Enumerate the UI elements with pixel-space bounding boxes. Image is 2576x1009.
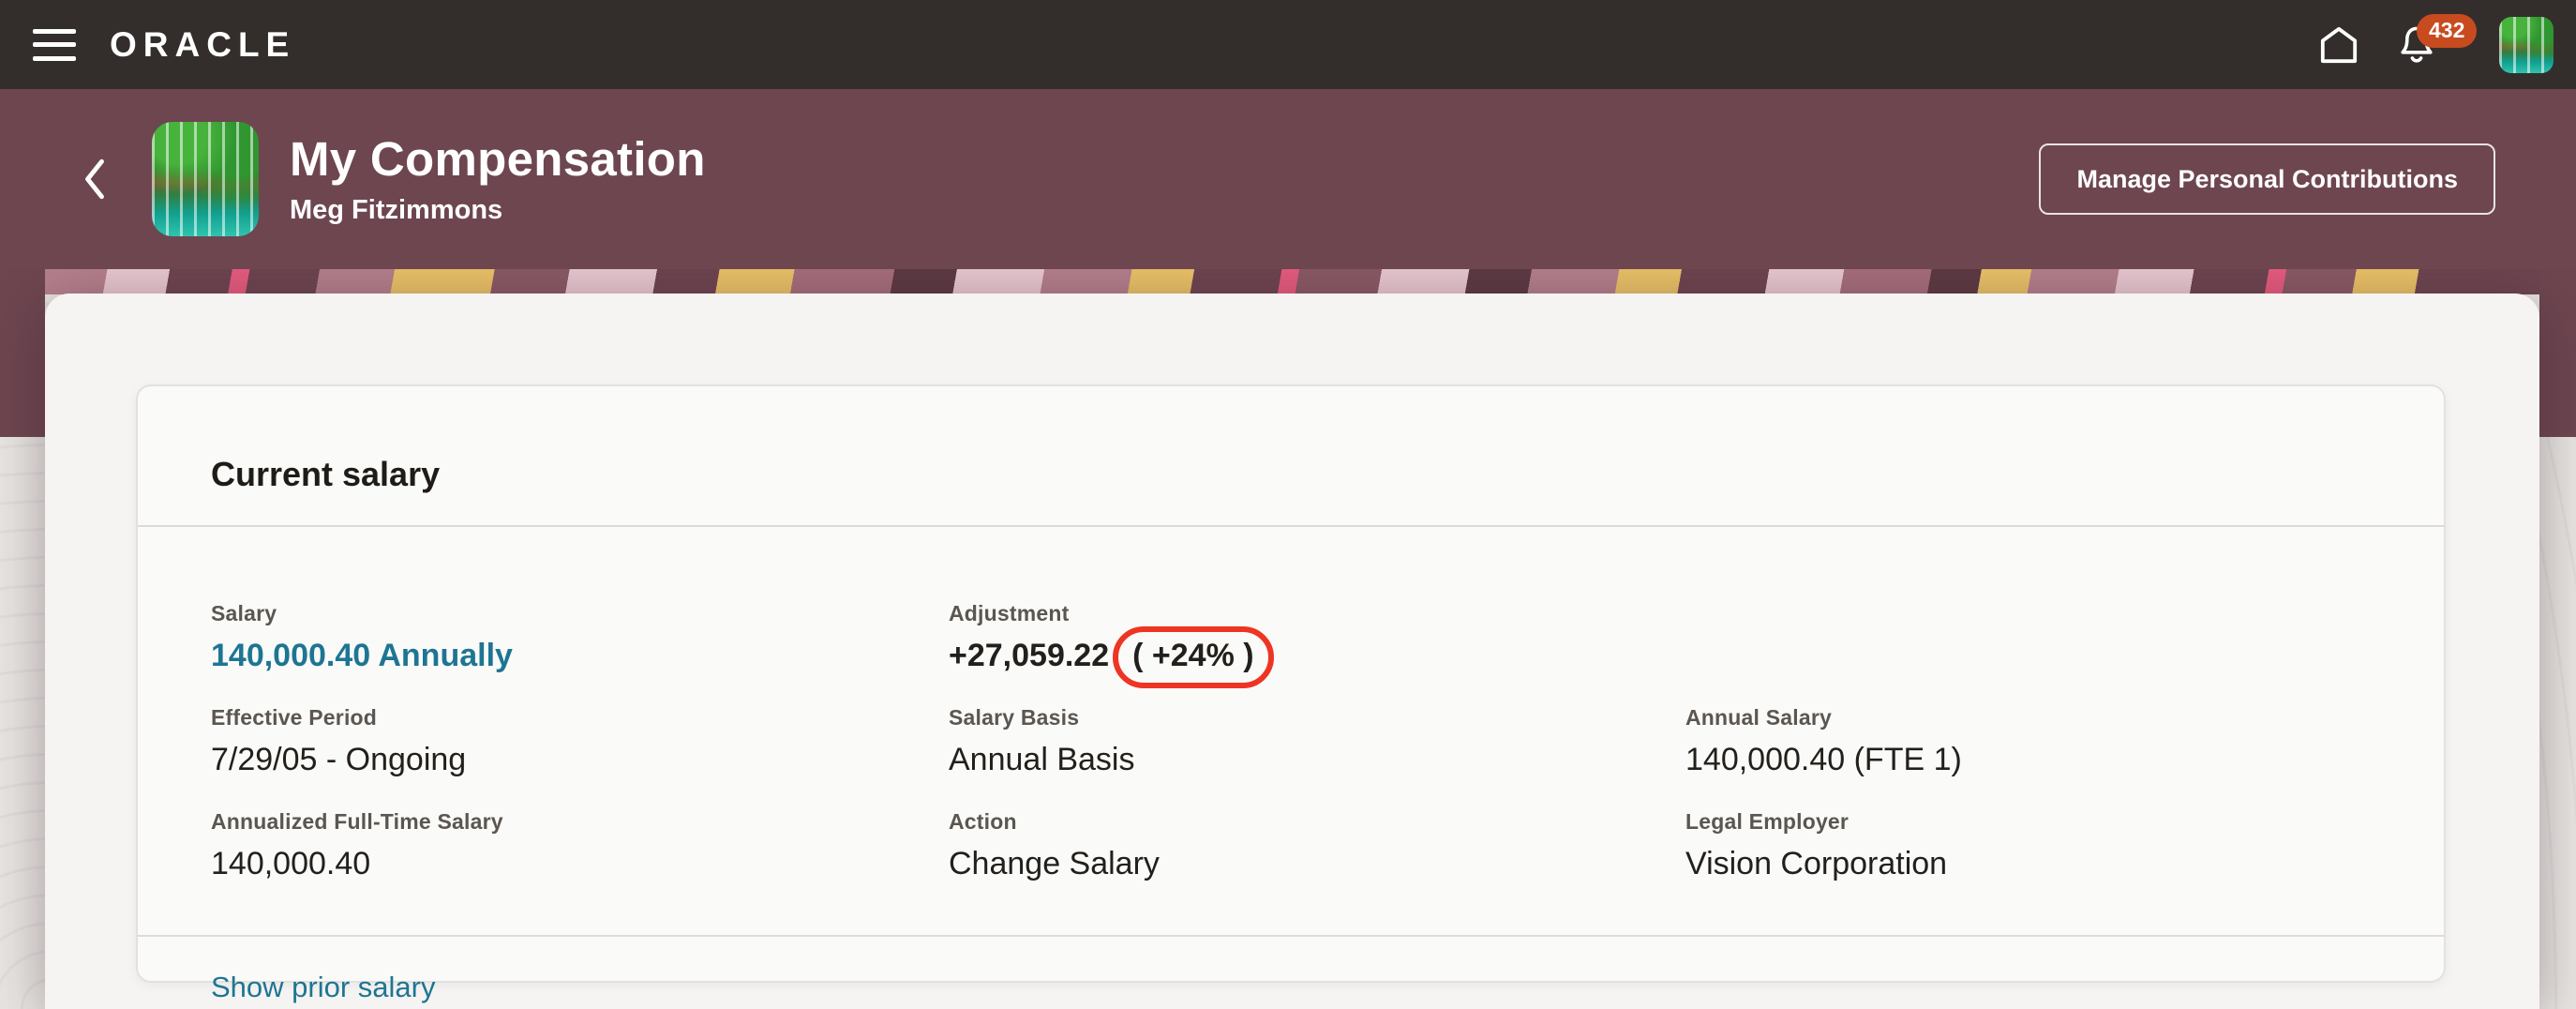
right-gutter-decor <box>2539 268 2576 437</box>
manage-personal-contributions-button[interactable]: Manage Personal Contributions <box>2039 143 2495 215</box>
field-value: Vision Corporation <box>1685 845 1948 881</box>
field-label: Salary Basis <box>949 704 1080 730</box>
user-avatar[interactable] <box>2499 16 2554 73</box>
field-salary: Salary 140,000.40 Annually <box>211 600 949 676</box>
chevron-left-icon <box>85 158 104 200</box>
field-value: 140,000.40 Annually <box>211 637 513 673</box>
field-label: Annual Salary <box>1685 704 1832 730</box>
adjustment-amount: +27,059.22 <box>949 637 1110 673</box>
card-footer: Show prior salary <box>138 944 2444 1004</box>
field-label: Adjustment <box>949 600 1070 625</box>
show-prior-salary-link[interactable]: Show prior salary <box>211 970 436 1003</box>
field-value: 140,000.40 <box>211 845 371 881</box>
field-effective-period: Effective Period 7/29/05 - Ongoing <box>211 704 949 780</box>
current-salary-card: Current salary Salary 140,000.40 Annuall… <box>136 384 2446 1003</box>
page-title: My Compensation <box>290 131 706 186</box>
field-annualized-full-time-salary: Annualized Full-Time Salary 140,000.40 <box>211 808 949 884</box>
redwood-collage-band <box>45 268 2539 294</box>
field-value: Change Salary <box>949 845 1160 881</box>
card-title: Current salary <box>211 454 441 493</box>
field-legal-employer: Legal Employer Vision Corporation <box>1685 808 2371 884</box>
left-gutter-decor <box>0 268 45 437</box>
back-button[interactable] <box>81 156 109 203</box>
field-empty <box>1685 600 2371 676</box>
home-button[interactable] <box>2317 25 2360 65</box>
field-value: 140,000.40 (FTE 1) <box>1685 741 1962 777</box>
field-action: Action Change Salary <box>949 808 1685 884</box>
field-adjustment: Adjustment +27,059.22 ( +24% ) <box>949 600 1685 688</box>
card-footer-divider <box>138 934 2444 937</box>
oracle-logo: ORACLE <box>110 25 296 64</box>
home-icon <box>2320 26 2358 63</box>
field-value: +27,059.22 ( +24% ) <box>949 625 1685 688</box>
employee-avatar <box>152 122 259 236</box>
adjustment-percent: ( +24% ) <box>1132 637 1254 673</box>
field-salary-basis: Salary Basis Annual Basis <box>949 704 1685 780</box>
card-header-divider <box>138 524 2444 527</box>
topbar-actions: 432 <box>2317 13 2554 73</box>
global-topbar: ORACLE 432 <box>0 0 2576 89</box>
employee-name: Meg Fitzimmons <box>290 194 503 225</box>
adjustment-percent-annotation: ( +24% ) <box>1113 625 1274 688</box>
field-value: Annual Basis <box>949 741 1135 777</box>
notification-count-badge: 432 <box>2417 13 2478 48</box>
notifications: 432 <box>2394 13 2478 68</box>
content-panel: Current salary Salary 140,000.40 Annuall… <box>45 294 2539 1009</box>
field-annual-salary: Annual Salary 140,000.40 (FTE 1) <box>1685 704 2371 780</box>
banner-text: My Compensation Meg Fitzimmons <box>290 131 706 226</box>
field-value: 7/29/05 - Ongoing <box>211 741 467 777</box>
field-label: Legal Employer <box>1685 808 1850 834</box>
field-label: Annualized Full-Time Salary <box>211 808 503 834</box>
salary-fields-grid: Salary 140,000.40 Annually Adjustment +2… <box>138 535 2444 884</box>
field-label: Action <box>949 808 1017 834</box>
field-label: Salary <box>211 600 277 625</box>
page-banner: My Compensation Meg Fitzimmons Manage Pe… <box>0 89 2576 269</box>
menu-button[interactable] <box>33 28 76 61</box>
hamburger-icon <box>33 28 76 34</box>
field-label: Effective Period <box>211 704 378 730</box>
